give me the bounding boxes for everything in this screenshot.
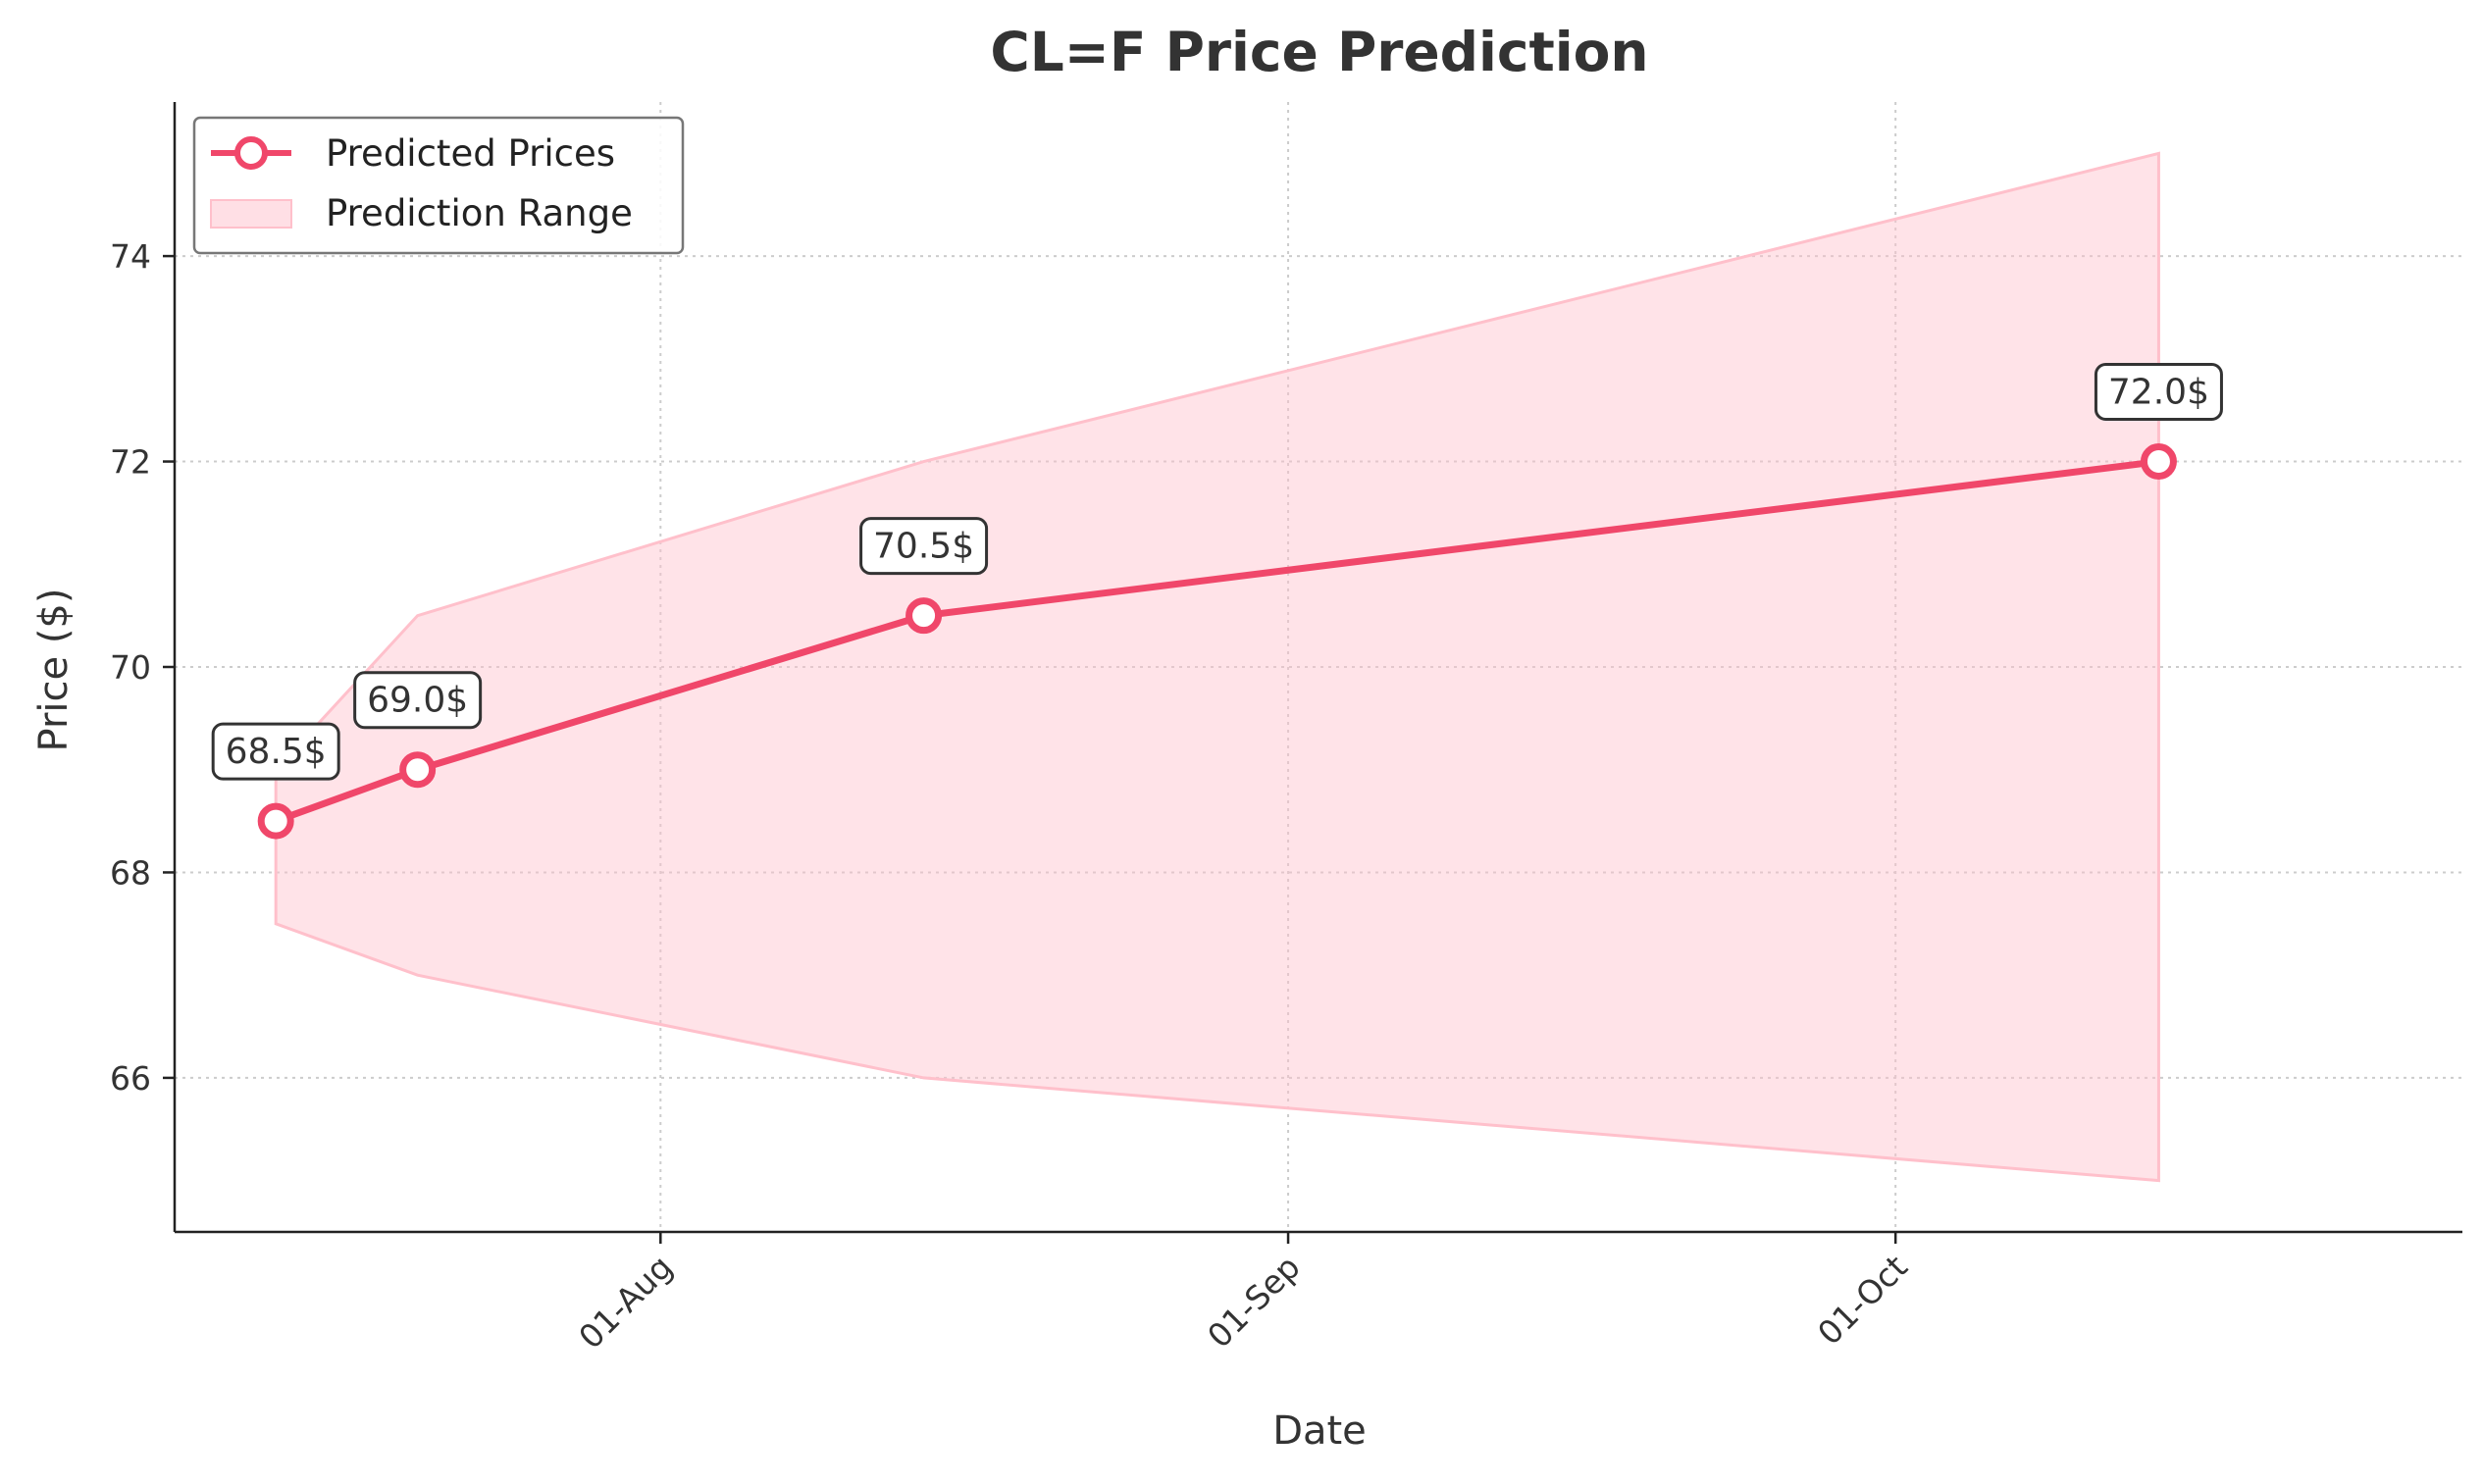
annotation-box <box>353 671 483 730</box>
grid-layer <box>175 102 2462 1232</box>
x-tick-label: 01-Aug <box>571 1248 680 1356</box>
annotation-box <box>211 722 340 781</box>
x-tick-label: 01-Sep <box>1200 1248 1308 1356</box>
legend-marker-predicted <box>234 136 268 170</box>
y-tick-label: 66 <box>110 1059 151 1098</box>
annotation-label: 70.5$ <box>873 527 974 567</box>
line-layer <box>257 443 2177 840</box>
range-layer <box>274 151 2160 1183</box>
legend-label-range: Prediction Range <box>326 192 633 234</box>
legend-box <box>192 116 685 255</box>
annotation-box <box>2094 363 2223 422</box>
predicted-line <box>274 458 2159 825</box>
y-tick-label: 68 <box>110 853 151 892</box>
y-tick-label: 72 <box>110 443 151 482</box>
annotation-label: 69.0$ <box>367 681 468 721</box>
chart-title: CL=F Price Prediction <box>990 21 1648 83</box>
predicted-point <box>905 597 943 635</box>
x-axis-label: Date <box>1272 1408 1367 1454</box>
annotation-layer: 68.5$ 69.0$ 70.5$ 72.0$ <box>211 363 2223 781</box>
x-tick-label: 01-Oct <box>1810 1248 1915 1353</box>
legend: Predicted Prices Prediction Range <box>192 116 685 255</box>
legend-swatch-range <box>210 199 292 229</box>
annotation-label: 68.5$ <box>226 732 327 772</box>
prediction-range-band <box>274 151 2160 1183</box>
legend-label-predicted: Predicted Prices <box>326 132 615 175</box>
predicted-point <box>2140 443 2177 481</box>
annotation-label: 72.0$ <box>2108 373 2209 413</box>
annotation-box <box>859 517 989 576</box>
y-tick-label: 74 <box>110 237 151 276</box>
y-tick-label: 70 <box>110 648 151 687</box>
predicted-point <box>257 802 294 840</box>
y-axis-label: Price ($) <box>31 588 77 752</box>
predicted-point <box>399 751 437 789</box>
